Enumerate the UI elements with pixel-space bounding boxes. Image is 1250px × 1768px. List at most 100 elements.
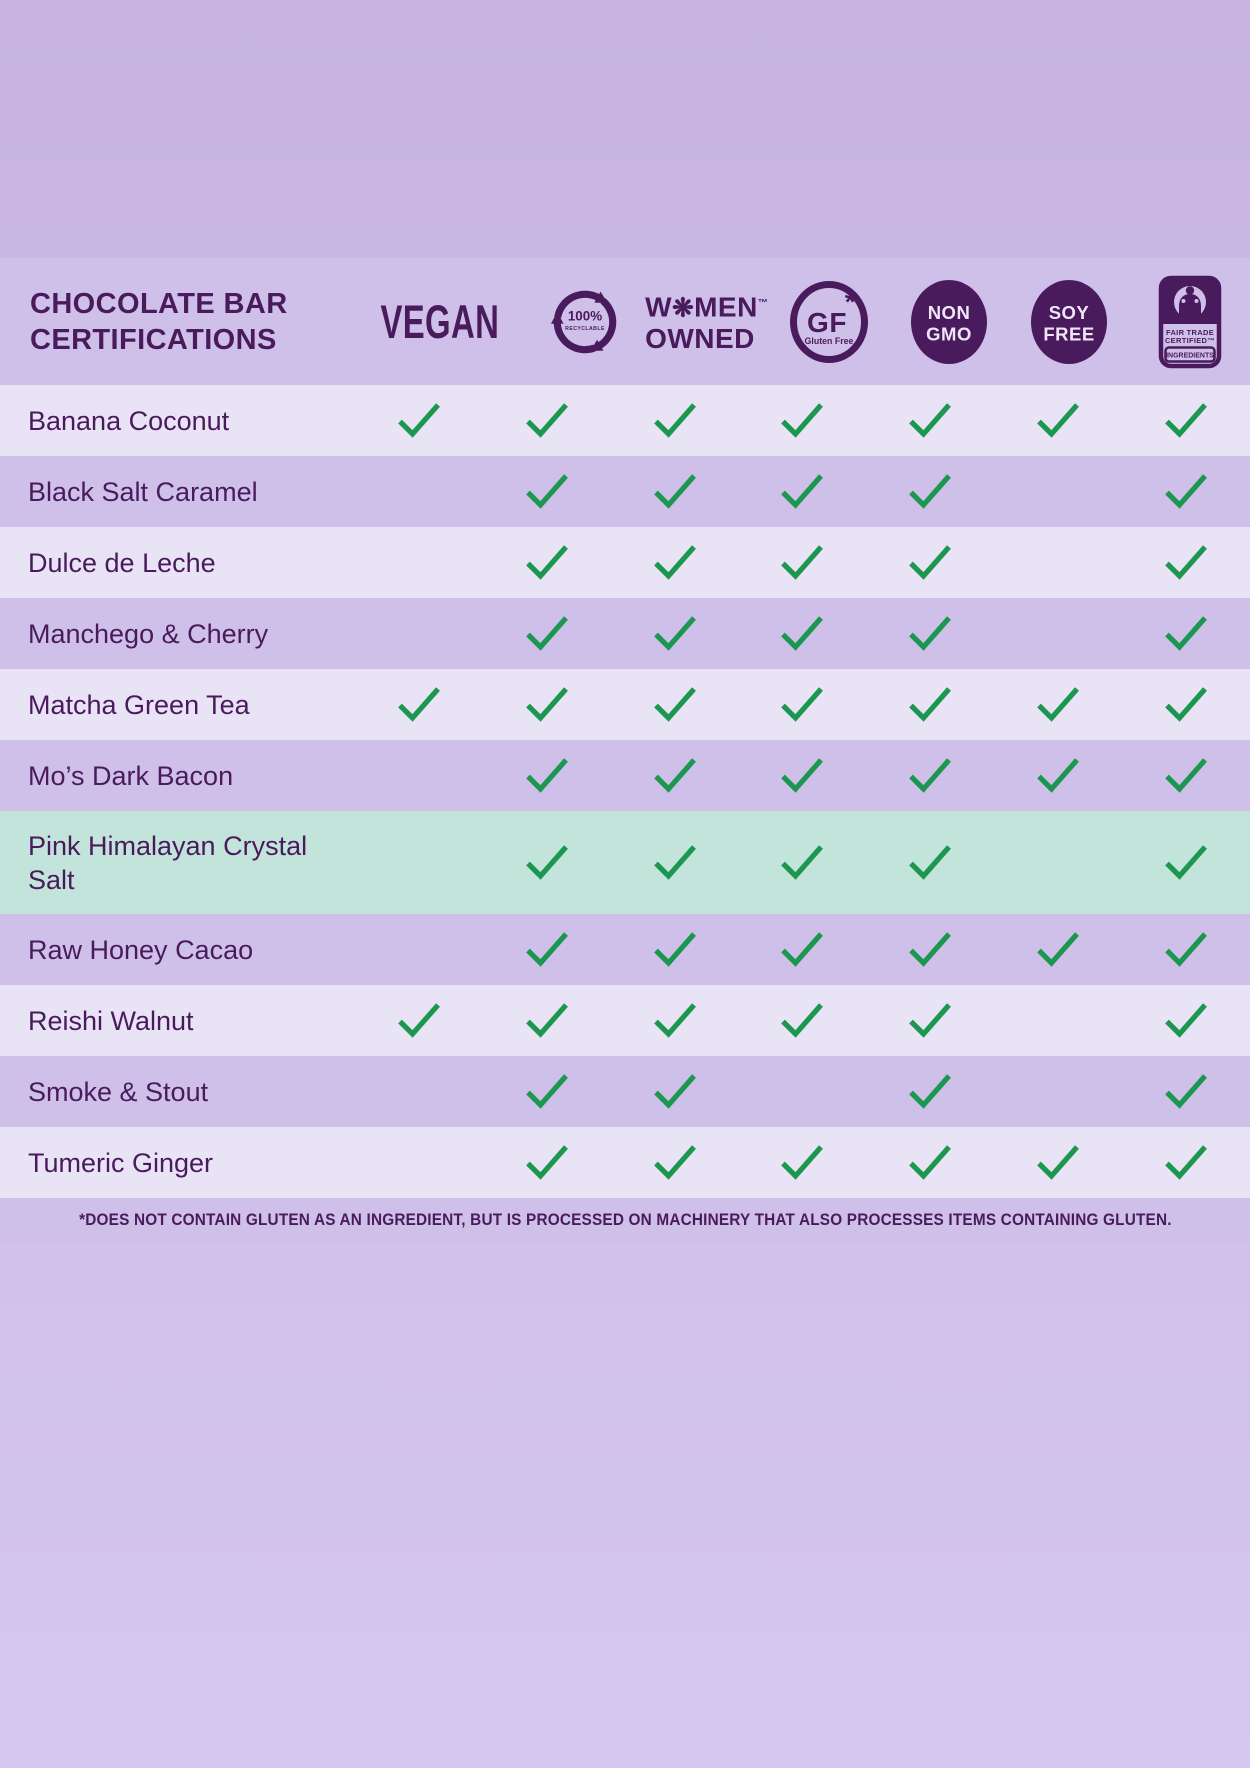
soy-free-icon: SOY FREE [1031, 279, 1108, 364]
checkmark-icon [781, 844, 824, 880]
check-cell [994, 1127, 1122, 1198]
svg-text:INGREDIENTS: INGREDIENTS [1166, 352, 1214, 359]
svg-text:100%: 100% [568, 308, 602, 323]
empty-cell [355, 914, 483, 985]
check-cell [866, 1127, 994, 1198]
checkmark-icon [781, 757, 824, 793]
rows: Banana Coconut Black Salt Caramel Dulce … [0, 385, 1250, 1198]
checkmark-icon [781, 1144, 824, 1180]
checkmark-icon [1165, 931, 1208, 967]
checkmark-icon [525, 686, 568, 722]
check-cell [1122, 1127, 1250, 1198]
check-cell [994, 914, 1122, 985]
col-gluten-free: GF * Gluten Free [768, 280, 888, 364]
checkmark-icon [1165, 1144, 1208, 1180]
col-vegan: VEGAN [355, 294, 525, 349]
check-cell [866, 456, 994, 527]
checkmark-icon [1037, 757, 1080, 793]
checkmark-icon [653, 615, 696, 651]
check-cell [483, 456, 611, 527]
footnote-band: *DOES NOT CONTAIN GLUTEN AS AN INGREDIEN… [0, 1198, 1250, 1242]
check-cell [483, 598, 611, 669]
flower-icon: ❋ [672, 294, 695, 323]
check-cell [994, 740, 1122, 811]
checkmark-icon [398, 1002, 440, 1038]
checkmark-icon [781, 402, 824, 438]
checkmark-icon [525, 1144, 568, 1180]
col-soy-free: SOY FREE [1009, 279, 1129, 365]
checkmark-icon [525, 402, 568, 438]
check-cell [739, 811, 867, 914]
svg-text:FREE: FREE [1044, 323, 1095, 344]
col-fair-trade: FAIR TRADE CERTIFIED™ INGREDIENTS [1130, 275, 1250, 369]
check-cell [1122, 985, 1250, 1056]
check-cell [739, 385, 867, 456]
non-gmo-icon: NON GMO [910, 279, 987, 364]
checkmark-icon [909, 402, 952, 438]
check-cell [483, 914, 611, 985]
checkmark-icon [1037, 686, 1080, 722]
checkmark-icon [653, 402, 696, 438]
checkmark-icon [398, 402, 440, 438]
women-owned-line1: W❋MEN™ [645, 291, 769, 323]
checkmark-icon [653, 473, 696, 509]
check-cell [611, 456, 739, 527]
check-cell [866, 811, 994, 914]
svg-text:Gluten Free: Gluten Free [804, 336, 853, 346]
check-cell [1122, 740, 1250, 811]
checkmark-icon [781, 544, 824, 580]
checkmark-icon [781, 686, 824, 722]
check-cell [355, 985, 483, 1056]
check-cell [1122, 811, 1250, 914]
table-row: Reishi Walnut [0, 985, 1250, 1056]
checkmark-icon [653, 686, 696, 722]
checkmark-icon [1037, 931, 1080, 967]
table-row: Tumeric Ginger [0, 1127, 1250, 1198]
col-recyclable: 100% RECYCLABLE [525, 278, 645, 366]
table-row: Matcha Green Tea [0, 669, 1250, 740]
check-cell [483, 1127, 611, 1198]
svg-text:SOY: SOY [1049, 302, 1090, 323]
women-owned-line2: OWNED [645, 322, 755, 354]
check-cell [483, 1056, 611, 1127]
check-cell [1122, 456, 1250, 527]
checkmark-icon [525, 473, 568, 509]
checkmark-icon [909, 757, 952, 793]
checkmark-icon [909, 1073, 952, 1109]
check-cell [611, 740, 739, 811]
check-cell [483, 985, 611, 1056]
check-cell [611, 914, 739, 985]
svg-text:CERTIFIED™: CERTIFIED™ [1165, 336, 1215, 345]
check-cell [739, 669, 867, 740]
empty-cell [739, 1056, 867, 1127]
header-row: CHOCOLATE BAR CERTIFICATIONS VEGAN 100% … [0, 258, 1250, 385]
checkmark-icon [1165, 402, 1208, 438]
checkmark-icon [1165, 544, 1208, 580]
empty-cell [355, 598, 483, 669]
checkmark-icon [1037, 1144, 1080, 1180]
check-cell [611, 985, 739, 1056]
checkmark-icon [525, 1002, 568, 1038]
fair-trade-icon: FAIR TRADE CERTIFIED™ INGREDIENTS [1158, 275, 1222, 368]
checkmark-icon [781, 473, 824, 509]
check-cell [1122, 527, 1250, 598]
empty-cell [994, 456, 1122, 527]
empty-cell [994, 1056, 1122, 1127]
check-cell [866, 527, 994, 598]
checkmark-icon [525, 844, 568, 880]
checkmark-icon [653, 1144, 696, 1180]
flavor-label: Dulce de Leche [28, 547, 216, 578]
col-non-gmo: NON GMO [889, 279, 1009, 365]
checkmark-icon [525, 931, 568, 967]
check-cell [483, 385, 611, 456]
checkmark-icon [525, 757, 568, 793]
check-cell [866, 385, 994, 456]
checkmark-icon [1165, 1002, 1208, 1038]
svg-text:RECYCLABLE: RECYCLABLE [565, 325, 605, 331]
women-owned-logo: W❋MEN™ OWNED [645, 289, 768, 353]
check-cell [739, 985, 867, 1056]
checkmark-icon [1165, 757, 1208, 793]
check-cell [483, 527, 611, 598]
flavor-label: Black Salt Caramel [28, 476, 258, 507]
check-cell [611, 598, 739, 669]
